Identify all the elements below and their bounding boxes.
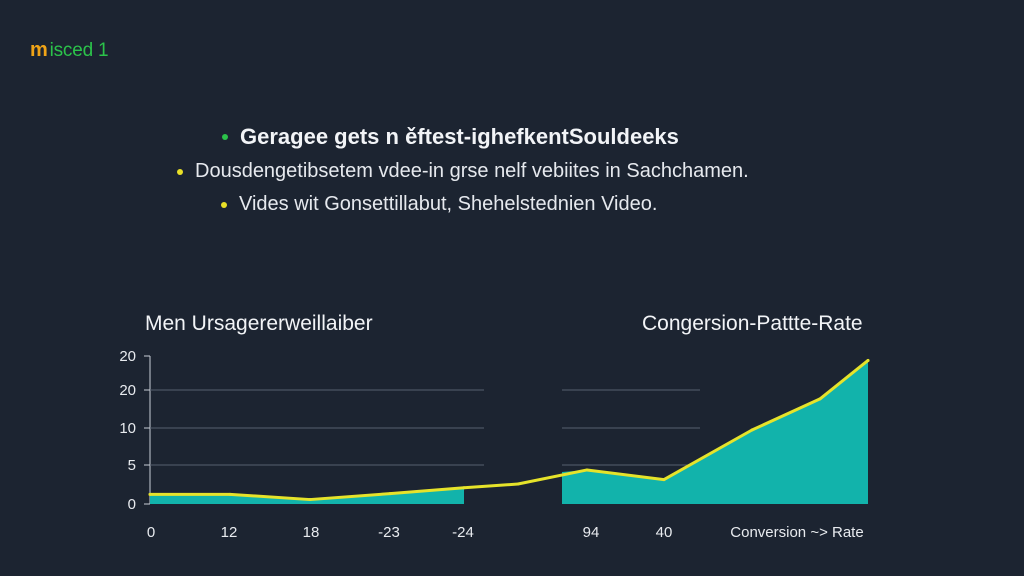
area-left — [150, 487, 464, 504]
chart-ticks: 20 20 10 5 00 12 18 -23 -24 94 40 Conversion ~> Rat… — [119, 348, 863, 541]
data-point — [818, 397, 822, 401]
bullet-text: Dousdengetibsetem vdee-in grse nelf vebi… — [195, 160, 749, 182]
logo-mark-icon: m — [30, 39, 48, 61]
bullet-item: Vides wit Gonsettillabut, Shehelstednien… — [221, 193, 657, 216]
chart-lines — [148, 358, 870, 502]
x-tick-label: -24 — [452, 524, 474, 541]
bullet-item: Dousdengetibsetem vdee-in grse nelf vebi… — [177, 160, 749, 183]
y-tick-label: 20 — [119, 348, 136, 365]
y-tick-label: 5 — [128, 457, 136, 474]
chart-areas — [150, 360, 868, 504]
x-tick-label: 40 — [656, 524, 673, 541]
x-tick-label: 0 — [147, 524, 155, 541]
data-point — [228, 492, 232, 496]
x-tick-label: -23 — [378, 524, 400, 541]
chart-title-right: Congersion-Pattte-Rate — [642, 312, 863, 335]
data-point — [148, 492, 152, 496]
chart-title-left: Men Ursagererweillaiber — [145, 312, 373, 335]
data-point — [388, 492, 392, 496]
data-point — [585, 468, 589, 472]
x-tick-label: 12 — [221, 524, 238, 541]
chart-grid — [144, 355, 700, 505]
area-right — [562, 360, 868, 504]
data-point — [516, 482, 520, 486]
logo-text: isced 1 — [49, 39, 109, 61]
y-tick-label: 10 — [119, 420, 136, 437]
bullet-dot-icon — [221, 201, 227, 208]
logo: m isced 1 — [30, 39, 109, 62]
bullet-text: Geragee gets n ěftest-ighefkentSouldeeks — [240, 124, 679, 149]
y-tick-label: 0 — [128, 496, 136, 513]
bullet-text: Vides wit Gonsettillabut, Shehelstednien… — [239, 193, 658, 215]
data-point — [750, 428, 754, 432]
x-tick-label: 18 — [303, 524, 320, 541]
data-point — [662, 478, 666, 482]
data-point — [866, 358, 870, 362]
bullet-dot-icon — [222, 134, 228, 140]
x-tick-label: Conversion ~> Rate — [730, 524, 863, 541]
bullet-item: Geragee gets n ěftest-ighefkentSouldeeks — [222, 124, 679, 150]
y-tick-label: 20 — [119, 382, 136, 399]
x-tick-label: 94 — [583, 524, 600, 541]
data-point — [308, 498, 312, 502]
data-point — [462, 486, 466, 490]
bullet-dot-icon — [177, 168, 183, 175]
